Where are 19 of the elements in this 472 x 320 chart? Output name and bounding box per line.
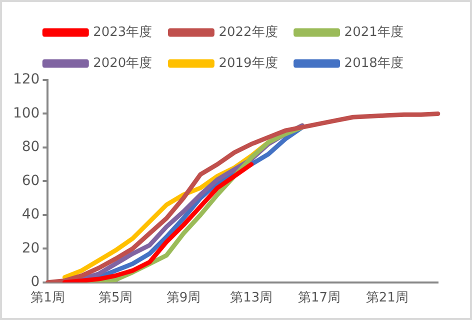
legend-label: 2021年度: [344, 24, 404, 40]
legend-label: 2019年度: [218, 54, 278, 71]
y-tick-label: 40: [22, 206, 40, 223]
x-tick-label: 第9周: [166, 290, 201, 306]
legend-label: 2020年度: [93, 54, 152, 71]
y-tick-label: 60: [22, 172, 40, 189]
x-tick-label: 第5周: [98, 290, 133, 306]
legend-label: 2018年度: [344, 54, 404, 71]
y-tick-label: 80: [22, 139, 40, 156]
x-tick-label: 第1周: [30, 290, 65, 306]
x-tick-label: 第21周: [366, 290, 408, 306]
legend-label: 2022年度: [218, 24, 278, 40]
x-tick-label: 第17周: [298, 290, 340, 306]
y-tick-label: 0: [30, 274, 40, 290]
y-tick-label: 100: [12, 105, 40, 122]
legend-label: 2023年度: [93, 24, 152, 40]
y-tick-label: 20: [22, 240, 40, 256]
x-tick-label: 第13周: [230, 290, 273, 306]
y-tick-label: 120: [12, 72, 40, 88]
